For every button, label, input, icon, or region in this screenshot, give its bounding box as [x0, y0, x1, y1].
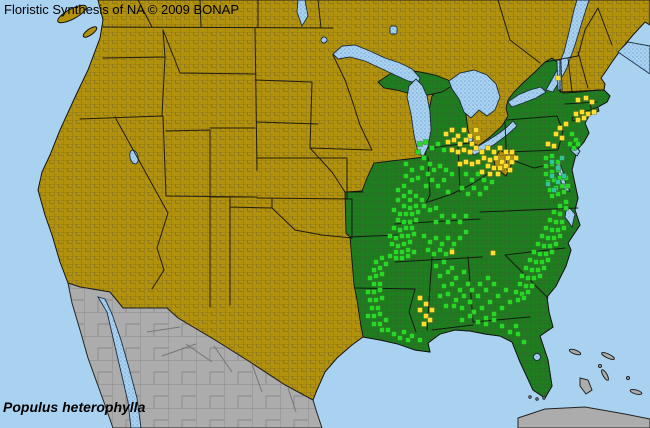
markers-rare — [417, 75, 597, 327]
pacific-islands — [57, 4, 98, 38]
markers-present — [365, 131, 581, 345]
mexico-state-borders — [146, 326, 297, 413]
species-name-label: Populus heterophylla — [3, 399, 146, 415]
region-caribbean — [517, 348, 650, 428]
markers-adventive — [545, 155, 567, 193]
map-title: Floristic Synthesis of NA © 2009 BONAP — [4, 2, 240, 17]
